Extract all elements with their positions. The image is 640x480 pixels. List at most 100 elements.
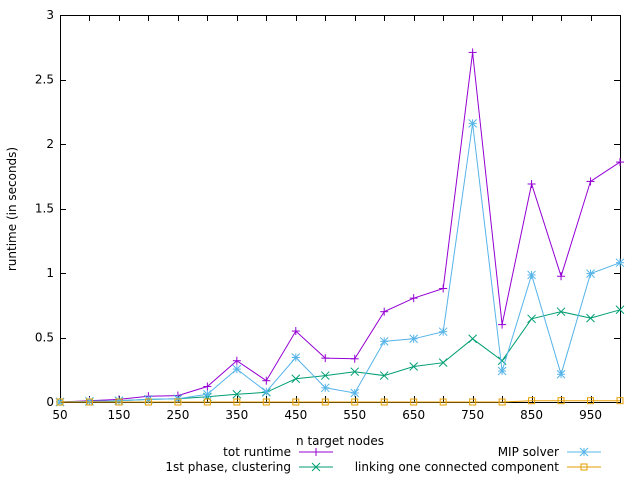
data-point (320, 371, 330, 380)
data-point-d2 (379, 337, 389, 346)
data-point (586, 269, 595, 278)
data-point-d2 (409, 362, 419, 371)
data-point (261, 387, 271, 397)
data-point (350, 354, 359, 363)
data-point (469, 398, 477, 406)
y-axis-ticks: 0 0.5 1 1.5 2 2.5 3 (35, 8, 620, 409)
series-line (59, 309, 621, 403)
data-point (468, 48, 477, 57)
legend-item: linking one connected component (355, 460, 601, 474)
data-point (527, 179, 536, 188)
data-point-d2 (527, 270, 536, 280)
x-tick-label: 150 (107, 408, 130, 422)
data-point-d2 (291, 374, 301, 384)
legend-item: tot runtime (223, 445, 333, 459)
y-tick-label: 0.5 (35, 331, 54, 345)
x-tick-label: 250 (166, 408, 189, 422)
data-point-d2 (615, 305, 625, 315)
data-point (380, 307, 389, 316)
data-point (557, 397, 565, 405)
data-point (203, 389, 212, 399)
data-point (144, 398, 152, 406)
data-point (56, 398, 64, 406)
legend-label: 1st phase, clustering (165, 460, 291, 474)
data-point-d2 (468, 334, 477, 344)
legend-label: tot runtime (223, 445, 291, 459)
data-point (262, 398, 270, 406)
data-point (439, 398, 447, 406)
data-point-d2 (615, 258, 625, 268)
legend-swatch-marker-d2 (579, 447, 589, 457)
series-3 (56, 397, 624, 406)
data-point-d2 (232, 364, 242, 374)
x-tick-label: 550 (343, 408, 366, 422)
data-point-d2 (350, 367, 360, 377)
data-point-d2 (379, 371, 389, 380)
legend-swatch-marker-d2 (311, 462, 321, 472)
data-point-d2 (586, 269, 595, 278)
data-point (291, 353, 301, 362)
data-point (528, 397, 536, 405)
data-point (232, 364, 242, 374)
data-point (556, 307, 566, 317)
series-1 (55, 305, 625, 407)
legend-item: MIP solver (498, 445, 601, 459)
data-point-d2 (497, 366, 507, 376)
data-point (616, 158, 624, 167)
data-point (350, 367, 360, 377)
series-2 (55, 119, 625, 407)
data-point (556, 369, 566, 379)
x-tick-label: 50 (52, 408, 67, 422)
data-point (379, 371, 389, 380)
data-point-d2 (527, 314, 536, 324)
legend-swatch-marker (580, 463, 588, 471)
data-point (321, 354, 330, 363)
series-line (60, 400, 620, 403)
legend-swatch-marker (311, 462, 321, 472)
data-point (291, 327, 300, 336)
x-tick-label: 450 (284, 408, 307, 422)
data-point-d2 (468, 119, 477, 128)
data-point (468, 119, 477, 128)
series-layer (55, 48, 625, 407)
data-point-d2 (556, 369, 566, 379)
data-point-d2 (438, 327, 448, 337)
x-tick-label: 650 (402, 408, 425, 422)
x-tick-label: 850 (520, 408, 543, 422)
data-point (586, 177, 595, 186)
data-point (379, 337, 389, 346)
data-point (292, 398, 300, 406)
data-point (203, 382, 212, 391)
data-point (587, 397, 595, 405)
data-point (615, 258, 625, 268)
series-line (59, 123, 621, 403)
data-point (439, 284, 448, 293)
data-point (498, 398, 506, 406)
data-point (232, 356, 241, 365)
data-point (380, 398, 388, 406)
y-tick-label: 0 (46, 395, 54, 409)
data-point-d2 (409, 334, 419, 344)
data-point (351, 398, 359, 406)
x-axis-ticks: 50 150 250 350 450 550 650 750 850 950 (52, 15, 621, 422)
data-point (203, 398, 211, 406)
data-point-d2 (438, 358, 448, 368)
data-point (321, 398, 329, 406)
data-point (527, 314, 536, 324)
data-point (409, 294, 418, 303)
data-point (233, 398, 241, 406)
data-point-d2 (497, 356, 507, 366)
data-point-d2 (203, 389, 212, 399)
x-tick-label: 350 (225, 408, 248, 422)
plot-frame (60, 15, 621, 403)
y-tick-label: 1.5 (35, 202, 54, 216)
data-point (586, 313, 595, 323)
x-tick-label: 750 (461, 408, 484, 422)
x-tick-label: 950 (579, 408, 602, 422)
data-point (498, 320, 507, 329)
data-point (350, 388, 360, 398)
data-point (438, 327, 448, 337)
legend-label: linking one connected component (355, 460, 560, 474)
data-point (291, 374, 301, 384)
